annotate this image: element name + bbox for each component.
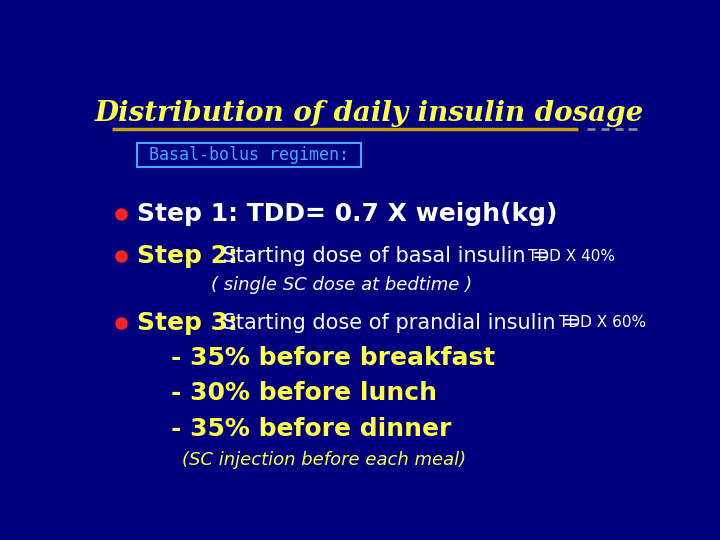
Text: - 35% before dinner: - 35% before dinner	[171, 417, 451, 441]
Text: Step 2:: Step 2:	[138, 244, 238, 268]
FancyBboxPatch shape	[138, 143, 361, 167]
Text: Distribution of daily insulin dosage: Distribution of daily insulin dosage	[94, 100, 644, 127]
Text: Step 3:: Step 3:	[138, 310, 238, 335]
Text: Basal-bolus regimen:: Basal-bolus regimen:	[149, 146, 349, 164]
Text: - 35% before breakfast: - 35% before breakfast	[171, 346, 495, 370]
Text: ( single SC dose at bedtime ): ( single SC dose at bedtime )	[210, 276, 472, 294]
Text: Starting dose of basal insulin =: Starting dose of basal insulin =	[215, 246, 556, 266]
Text: Step 1: TDD= 0.7 X weigh(kg): Step 1: TDD= 0.7 X weigh(kg)	[138, 202, 558, 226]
Text: TDD X 60%: TDD X 60%	[559, 315, 646, 330]
Text: Starting dose of prandial insulin =: Starting dose of prandial insulin =	[215, 313, 586, 333]
Text: - 30% before lunch: - 30% before lunch	[171, 381, 437, 406]
Text: (SC injection before each meal): (SC injection before each meal)	[182, 451, 467, 469]
Text: TDD X 40%: TDD X 40%	[528, 248, 615, 264]
